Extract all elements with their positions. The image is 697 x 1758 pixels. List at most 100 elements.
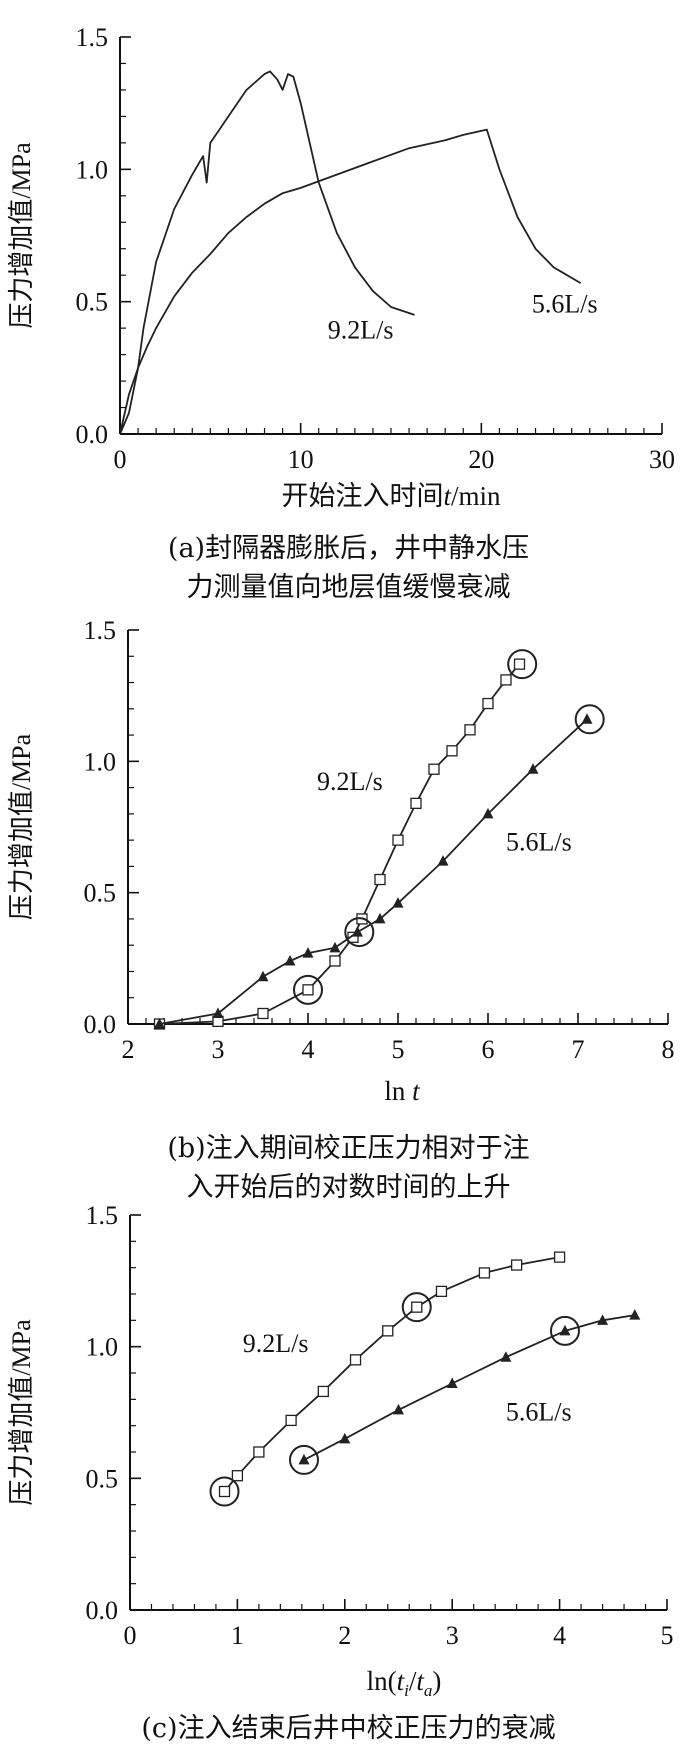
x-tick-label: 4 [553, 1621, 566, 1650]
y-axis-label: 压力增加值/MPa [7, 733, 36, 920]
highlight-circle [344, 917, 375, 948]
x-tick-label: 0 [124, 1621, 137, 1650]
series-line-5-6l-s [119, 128, 582, 435]
data-point-triangle [329, 941, 341, 953]
data-point-square [231, 1470, 244, 1482]
caption-b-line2: 入开始后的对数时间的上升 [186, 1172, 511, 1203]
x-tick-label: 5 [392, 1035, 405, 1064]
data-point-triangle [446, 1377, 458, 1389]
data-point-square [374, 873, 386, 886]
series-label: 9.2L/s [328, 316, 394, 345]
data-point-square [329, 955, 341, 967]
data-point-square [349, 1354, 362, 1366]
x-axis-label: 开始注入时间t/min [281, 481, 501, 511]
data-point-triangle [527, 763, 539, 774]
highlight-circle [401, 1292, 432, 1323]
y-tick-label: 1.5 [86, 1201, 119, 1230]
data-point-triangle [482, 807, 494, 819]
x-axis-label-mid: / [409, 1666, 417, 1696]
highlight-circle [293, 974, 323, 1005]
data-point-triangle [392, 897, 404, 908]
data-point-square [218, 1485, 231, 1498]
data-point-triangle [374, 912, 386, 924]
data-point-triangle [298, 1453, 310, 1465]
chart-a: 0 10 20 30 0.0 0.5 1.0 1.5 压力增加值/MPa 开始注入时间t/min 9… [7, 23, 675, 511]
x-axis-label: ln t [384, 1076, 421, 1106]
data-point-square [435, 1285, 448, 1298]
highlight-circle [549, 1315, 580, 1346]
data-point-triangle [352, 926, 363, 937]
data-point-square [464, 724, 476, 736]
y-axis-label: 压力增加值/MPa [7, 1319, 36, 1506]
data-point-square [411, 1301, 423, 1313]
y-tick-label: 1.0 [76, 155, 109, 184]
series-label: 5.6L/s [506, 828, 572, 857]
y-tick-label: 1.0 [86, 1333, 119, 1362]
data-point-square [500, 674, 512, 686]
data-point-square [257, 1007, 269, 1020]
data-point-square [553, 1251, 566, 1263]
x-tick-label: 0 [114, 445, 127, 474]
x-tick-label: 2 [338, 1621, 351, 1650]
series-label: 5.6L/s [506, 1397, 572, 1426]
data-point-square [317, 1385, 329, 1398]
y-tick-label: 0.0 [84, 1010, 117, 1039]
chart-b: 2 3 4 5 6 7 8 0.0 0.5 1.0 1.5 压力增加值/MPa ln t 9.2L/s 5.… [7, 616, 675, 1106]
caption-a-line2: 力测量值向地层值缓慢衰减 [186, 572, 511, 603]
x-axis-label-var: t [443, 481, 452, 511]
data-point-triangle [559, 1324, 571, 1336]
x-tick-label: 8 [662, 1035, 675, 1064]
data-point-square [382, 1325, 394, 1337]
highlight-circle [507, 649, 538, 680]
data-point-square [478, 1267, 491, 1279]
highlight-circle [209, 1476, 240, 1507]
data-point-triangle [284, 954, 296, 966]
x-tick-label: 20 [468, 445, 494, 474]
caption-c-line1: (c)注入结束后井中校正压力的衰减 [141, 1713, 556, 1744]
caption-b-line1: (b)注入期间校正压力相对于注 [167, 1133, 530, 1164]
data-point-square [510, 1259, 523, 1271]
chart-c: 0 1 2 3 4 50.00.51.01.5压力增加值/MPaln(ti/ta)9.2L… [7, 1201, 674, 1700]
x-axis-label-sub: i [404, 1681, 409, 1700]
x-tick-label: 3 [446, 1621, 459, 1650]
data-point-square [513, 658, 526, 670]
y-tick-label: 0.0 [76, 420, 109, 449]
y-tick-label: 0.5 [76, 288, 109, 317]
x-tick-label: 2 [122, 1035, 135, 1064]
data-point-square [285, 1414, 297, 1427]
data-point-triangle [500, 1351, 512, 1362]
x-axis-label: ln(ti/ta) [367, 1666, 442, 1700]
series-line-5-6l-s [303, 1314, 635, 1461]
data-point-square [410, 797, 422, 810]
series-line-9-2l-s [159, 663, 521, 1025]
data-point-triangle [629, 1309, 641, 1320]
highlight-circle [288, 1444, 319, 1475]
x-tick-label: 7 [572, 1035, 585, 1064]
data-point-square [253, 1446, 265, 1458]
x-tick-label: 6 [482, 1035, 495, 1064]
x-axis-label-var: t [397, 1666, 406, 1696]
x-axis-label-var: t [412, 1076, 421, 1106]
x-tick-label: 5 [661, 1621, 674, 1650]
x-tick-label: 1 [231, 1621, 244, 1650]
y-tick-label: 1.0 [84, 747, 117, 776]
data-point-square [392, 834, 404, 846]
series-label: 9.2L/s [243, 1329, 309, 1358]
x-axis-label-suffix: /min [451, 481, 501, 511]
x-axis-label-prefix: ln( [367, 1666, 397, 1696]
x-axis-label-sub2: a [424, 1681, 433, 1700]
x-tick-label: 4 [302, 1035, 315, 1064]
y-tick-label: 1.5 [76, 23, 109, 52]
x-axis-label-prefix: 开始注入时间 [281, 481, 443, 511]
data-point-triangle [339, 1432, 351, 1444]
series-label: 9.2L/s [317, 767, 383, 796]
data-point-square [302, 984, 314, 996]
data-point-triangle [393, 1403, 404, 1415]
y-axis-label: 压力增加值/MPa [7, 142, 36, 329]
data-point-square [428, 763, 440, 775]
data-point-square [446, 745, 458, 757]
series-line-9-2l-s [119, 70, 415, 435]
y-tick-label: 0.0 [86, 1596, 119, 1625]
data-point-triangle [437, 855, 449, 866]
